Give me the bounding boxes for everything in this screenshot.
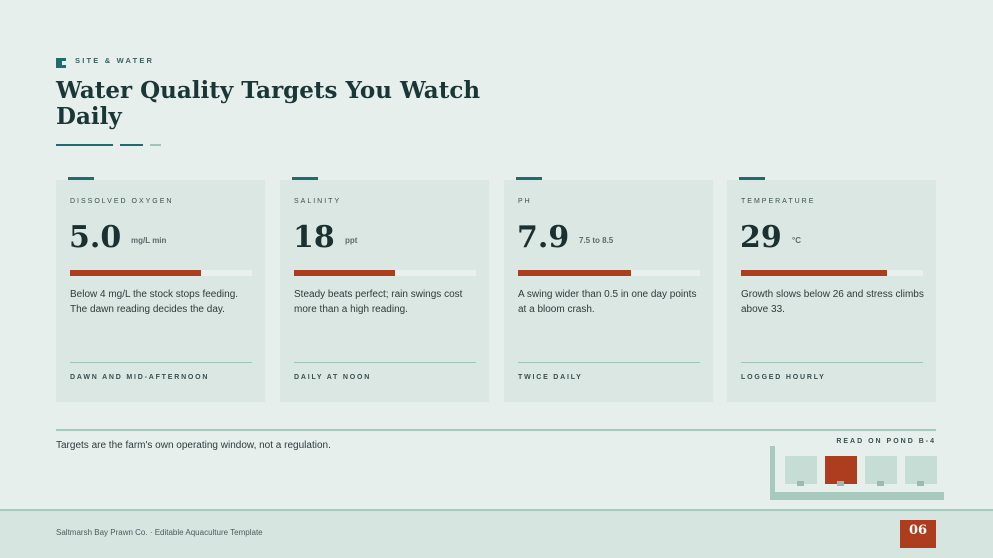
card-note: A swing wider than 0.5 in one day points… bbox=[518, 289, 697, 315]
metric-card: PH 7.9 7.5 to 8.5 A swing wider than 0.5 in… bbox=[504, 177, 713, 402]
page-number: 06 bbox=[900, 520, 936, 548]
target-bar-fill bbox=[741, 270, 887, 276]
pond-caption: READ ON POND B-4 bbox=[836, 438, 936, 445]
card-divider bbox=[70, 362, 252, 363]
card-cadence: DAILY AT NOON bbox=[294, 374, 372, 381]
card-value: 29 bbox=[740, 220, 782, 255]
card-label: TEMPERATURE bbox=[741, 198, 816, 205]
metric-card: TEMPERATURE 29 °C Growth slows below 26 and… bbox=[727, 177, 936, 402]
card-value: 7.9 bbox=[517, 220, 570, 255]
card-divider bbox=[518, 362, 700, 363]
card-value: 18 bbox=[293, 220, 335, 255]
card-note: Steady beats perfect; rain swings cost m… bbox=[294, 289, 463, 315]
card-label: SALINITY bbox=[294, 198, 342, 205]
target-bar bbox=[294, 270, 476, 276]
icon bbox=[56, 58, 66, 68]
target-bar bbox=[741, 270, 923, 276]
card-label: PH bbox=[518, 198, 532, 205]
card-tab bbox=[739, 177, 765, 180]
target-bar-fill bbox=[518, 270, 631, 276]
card-cadence: LOGGED HOURLY bbox=[741, 374, 826, 381]
eyebrow: SITE & WATER bbox=[75, 56, 155, 65]
metric-card: DISSOLVED OXYGEN 5.0 mg/L min Below 4 mg/L … bbox=[56, 177, 265, 402]
card-tab bbox=[68, 177, 94, 180]
card-unit: °C bbox=[792, 236, 801, 245]
card-unit: mg/L min bbox=[131, 236, 167, 245]
card-unit: 7.5 to 8.5 bbox=[579, 236, 614, 245]
card-note: Growth slows below 26 and stress climbs … bbox=[741, 289, 924, 315]
card-divider bbox=[294, 362, 476, 363]
card-cadence: TWICE DAILY bbox=[518, 374, 583, 381]
pond-illustration bbox=[770, 446, 944, 500]
footer-company: Saltmarsh Bay Prawn Co. · Editable Aquac… bbox=[56, 528, 263, 537]
metric-card: SALINITY 18 ppt Steady beats perfect; rain … bbox=[280, 177, 489, 402]
divider bbox=[56, 429, 936, 431]
footer bbox=[0, 509, 993, 558]
card-tab bbox=[516, 177, 542, 180]
card-tab bbox=[292, 177, 318, 180]
target-bar-fill bbox=[294, 270, 395, 276]
title: Water Quality Targets You Watch Daily bbox=[56, 77, 481, 130]
card-cadence: DAWN AND MID-AFTERNOON bbox=[70, 374, 210, 381]
card-label: DISSOLVED OXYGEN bbox=[70, 198, 174, 205]
rule bbox=[150, 144, 161, 146]
rule bbox=[56, 144, 113, 146]
target-bar bbox=[70, 270, 252, 276]
target-bar bbox=[518, 270, 700, 276]
card-value: 5.0 bbox=[69, 220, 122, 255]
card-divider bbox=[741, 362, 923, 363]
rule bbox=[120, 144, 143, 146]
footnote: Targets are the farm's own operating win… bbox=[56, 440, 331, 451]
target-bar-fill bbox=[70, 270, 201, 276]
card-unit: ppt bbox=[345, 236, 358, 245]
card-note: Below 4 mg/L the stock stops feeding. Th… bbox=[70, 289, 239, 315]
